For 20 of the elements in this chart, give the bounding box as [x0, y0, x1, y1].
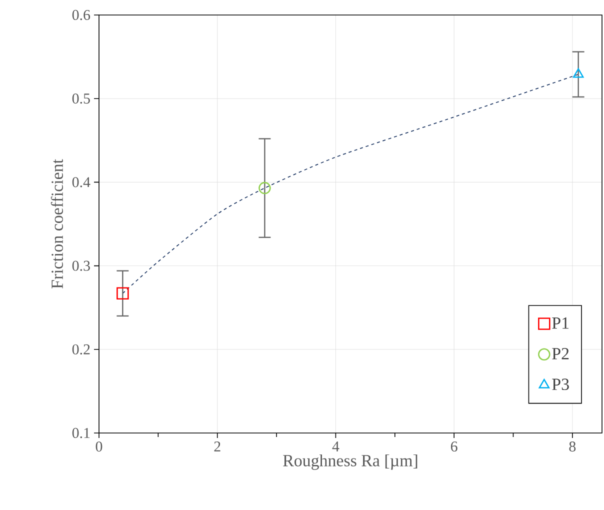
x-tick-label: 0 — [96, 442, 102, 452]
y-tick-label: 0.1 — [72, 428, 90, 438]
x-tick-label: 4 — [332, 442, 340, 452]
x-axis-title: Roughness Ra [µm] — [283, 454, 418, 470]
x-tick-label: 8 — [569, 442, 576, 452]
y-tick-label: 0.3 — [72, 260, 90, 271]
x-tick-label: 6 — [450, 442, 458, 452]
point — [572, 68, 584, 78]
point — [258, 182, 271, 194]
y-tick-label: 0.2 — [72, 344, 90, 354]
x-tick-label: 2 — [214, 442, 220, 452]
legend-label: P1 — [552, 317, 569, 329]
y-tick-label: 0.5 — [72, 94, 90, 104]
y-axis-title: Friction coefficient — [50, 159, 63, 288]
line-series — [122, 74, 579, 294]
y-tick-label: 0.6 — [72, 10, 90, 20]
y-tick-label: 0.4 — [72, 177, 90, 188]
point — [116, 287, 129, 300]
legend-label: P3 — [552, 378, 569, 390]
legend-label: P2 — [552, 348, 569, 360]
